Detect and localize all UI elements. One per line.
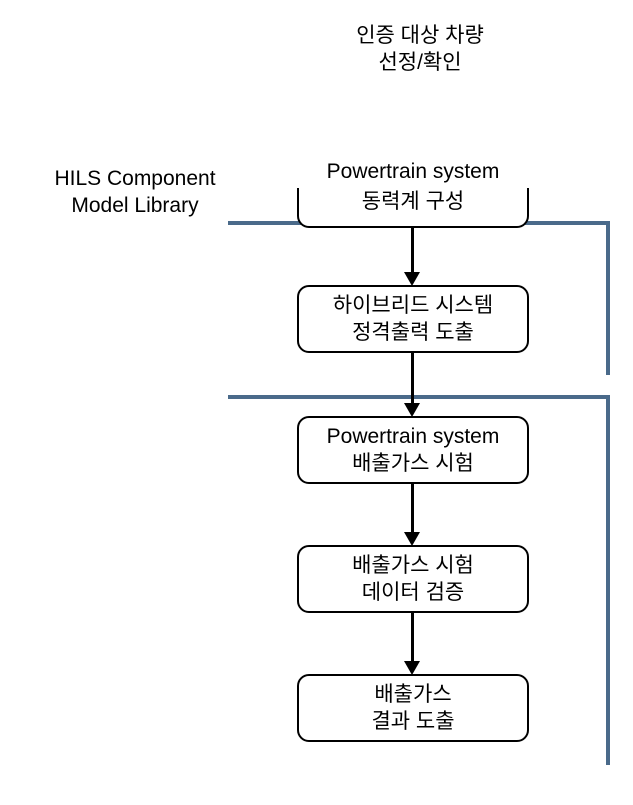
side-label: HILS Component Model Library bbox=[45, 165, 225, 220]
header-line2: 선정/확인 bbox=[378, 51, 461, 74]
node-1-top-text: Powertrain system bbox=[297, 160, 529, 184]
arrow-4-line bbox=[411, 613, 414, 662]
arrow-2-head bbox=[404, 403, 420, 417]
node-1-line2: 동력계 구성 bbox=[362, 188, 464, 215]
arrow-1-line bbox=[411, 228, 414, 273]
side-label-line1: HILS Component bbox=[54, 167, 215, 190]
side-label-line2: Model Library bbox=[71, 194, 198, 217]
arrow-3-head bbox=[404, 532, 420, 546]
node-2-line2: 정격출력 도출 bbox=[352, 319, 474, 346]
node-5-line2: 결과 도출 bbox=[371, 708, 454, 735]
arrow-2-line bbox=[411, 353, 414, 404]
node-emission-test: Powertrain system 배출가스 시험 bbox=[297, 416, 529, 484]
node-3-line2: 배출가스 시험 bbox=[352, 450, 474, 477]
arrow-3-line bbox=[411, 484, 414, 533]
node-3-line1: Powertrain system bbox=[327, 423, 500, 450]
arrow-1-head bbox=[404, 272, 420, 286]
node-data-verification: 배출가스 시험 데이터 검증 bbox=[297, 545, 529, 613]
node-1-line1: Powertrain system bbox=[327, 160, 500, 183]
node-hybrid-rated-output: 하이브리드 시스템 정격출력 도출 bbox=[297, 285, 529, 353]
flowchart-container: 인증 대상 차량 선정/확인 HILS Component Model Libr… bbox=[0, 0, 633, 805]
node-emission-result: 배출가스 결과 도출 bbox=[297, 674, 529, 742]
node-5-line1: 배출가스 bbox=[374, 681, 451, 708]
header-title: 인증 대상 차량 선정/확인 bbox=[330, 22, 510, 77]
node-2-line1: 하이브리드 시스템 bbox=[333, 292, 493, 319]
header-line1: 인증 대상 차량 bbox=[356, 24, 484, 47]
node-powertrain-config: 동력계 구성 bbox=[297, 188, 529, 228]
node-4-line1: 배출가스 시험 bbox=[352, 552, 474, 579]
node-4-line2: 데이터 검증 bbox=[362, 579, 464, 606]
arrow-4-head bbox=[404, 661, 420, 675]
